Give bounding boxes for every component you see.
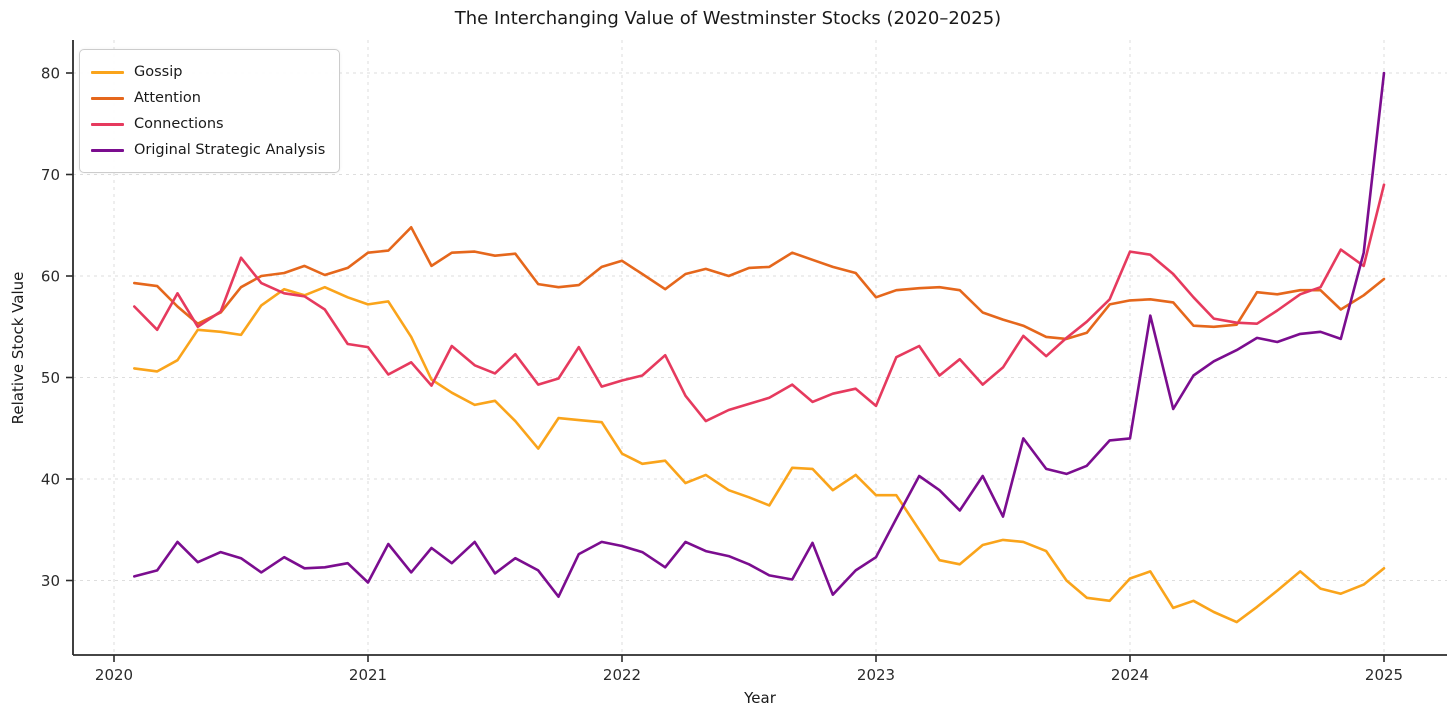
- original-strategic-analysis-line-swatch: [91, 148, 124, 152]
- x-tick-label: 2023: [857, 666, 895, 684]
- y-tick-label: 70: [41, 166, 60, 184]
- legend-label: Original Strategic Analysis: [134, 142, 326, 158]
- x-axis-label: Year: [744, 689, 776, 707]
- x-tick-label: 2024: [1111, 666, 1149, 684]
- y-tick-label: 80: [41, 65, 60, 83]
- y-tick-label: 40: [41, 471, 60, 489]
- legend-item-attention: Attention: [91, 85, 325, 111]
- chart-title: The Interchanging Value of Westminster S…: [454, 8, 1002, 29]
- attention-line-swatch: [91, 96, 124, 100]
- x-tick-label: 2021: [349, 666, 387, 684]
- connections-line-swatch: [91, 122, 124, 126]
- x-tick-label: 2022: [603, 666, 641, 684]
- y-tick-label: 50: [41, 369, 60, 387]
- legend-label: Attention: [134, 90, 201, 106]
- series-line-attention: [133, 226, 1386, 341]
- y-tick-label: 60: [41, 268, 60, 286]
- legend: Gossip Attention Connections Original St…: [79, 49, 341, 173]
- x-tick-label: 2020: [95, 666, 133, 684]
- legend-item-connections: Connections: [91, 111, 325, 137]
- series-line-connections: [133, 183, 1386, 423]
- x-tick-label: 2025: [1365, 666, 1403, 684]
- legend-label: Connections: [134, 116, 224, 132]
- legend-label: Gossip: [134, 64, 183, 80]
- series-line-gossip: [133, 285, 1386, 624]
- y-tick-label: 30: [41, 572, 60, 590]
- legend-item-original-strategic-analysis: Original Strategic Analysis: [91, 137, 325, 163]
- series-line-original-strategic-analysis: [133, 71, 1386, 599]
- gossip-line-swatch: [91, 70, 124, 74]
- legend-item-gossip: Gossip: [91, 59, 325, 85]
- y-axis-label: Relative Stock Value: [9, 271, 27, 425]
